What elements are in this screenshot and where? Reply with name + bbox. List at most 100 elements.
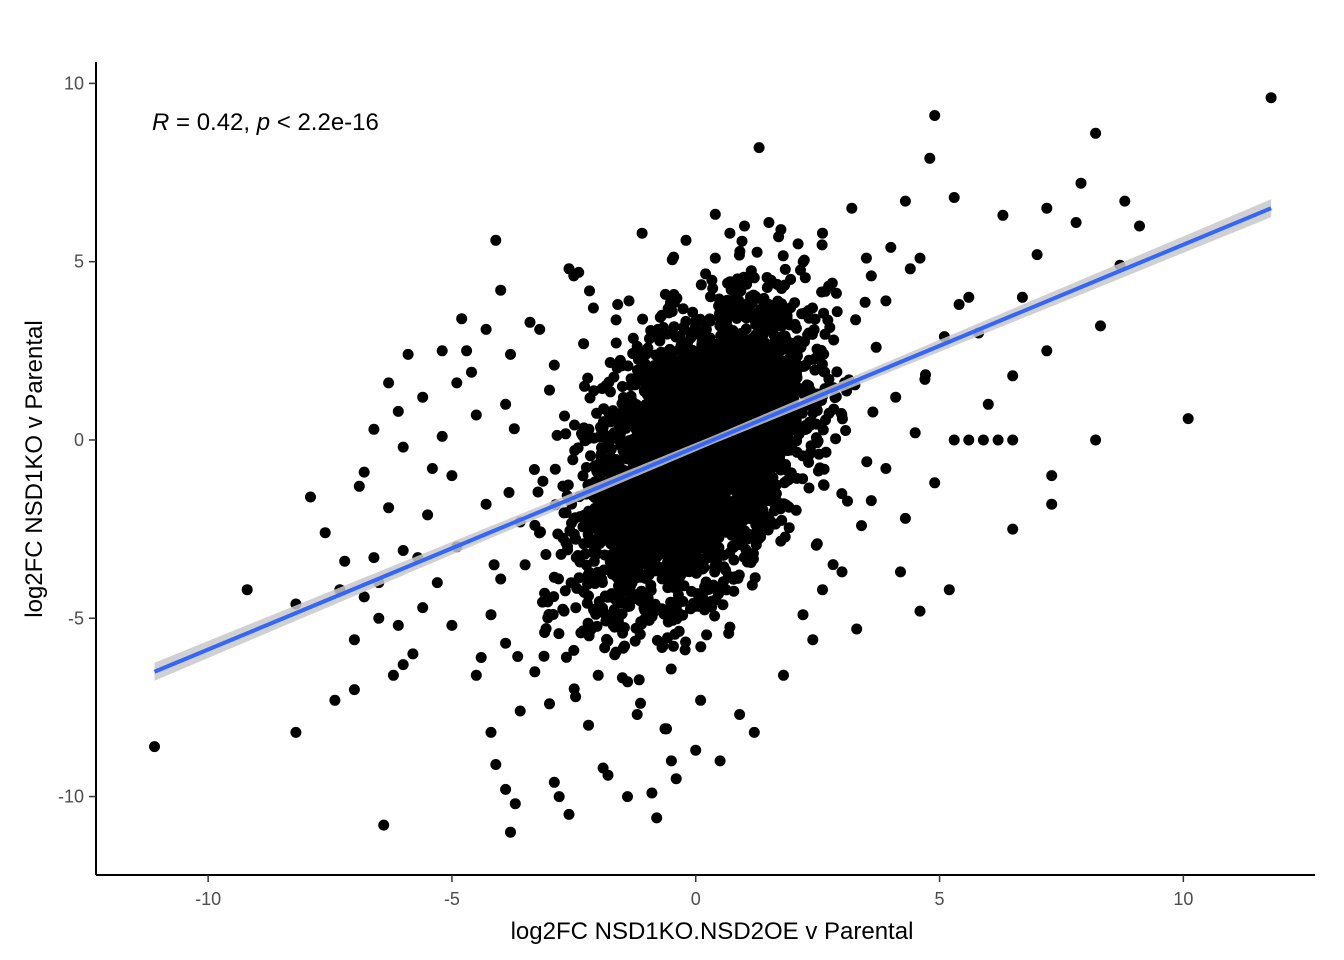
data-point (606, 568, 618, 580)
data-point (709, 610, 721, 622)
data-point (885, 241, 897, 253)
data-point (431, 577, 443, 589)
data-point (850, 314, 862, 326)
data-point (596, 383, 608, 394)
data-point (667, 614, 679, 626)
data-point (684, 346, 696, 358)
data-point (615, 482, 627, 494)
data-point (831, 366, 843, 378)
data-point (661, 723, 672, 735)
data-point (436, 345, 448, 357)
data-point (519, 559, 531, 571)
correlation-annotation: R = 0.42, p < 2.2e-16 (152, 109, 379, 136)
data-point (625, 530, 637, 542)
data-point (734, 245, 746, 257)
data-point (763, 299, 775, 310)
data-point (836, 409, 848, 421)
data-point (688, 479, 700, 491)
data-point (770, 479, 782, 491)
data-point (840, 425, 852, 436)
data-point (559, 585, 571, 597)
data-point (348, 684, 360, 696)
data-point (992, 434, 1004, 446)
data-point (861, 456, 873, 468)
data-point (1041, 345, 1053, 357)
data-point (490, 759, 502, 770)
data-point (649, 603, 661, 615)
data-point (674, 562, 686, 574)
data-point (623, 453, 635, 465)
data-point (551, 429, 563, 441)
data-point (378, 819, 390, 831)
data-point (612, 299, 624, 310)
data-point (604, 386, 616, 398)
data-point (596, 577, 608, 588)
data-point (678, 411, 690, 423)
data-point (851, 623, 863, 635)
data-point (630, 570, 642, 582)
regression-line (153, 206, 1272, 674)
data-point (662, 346, 674, 358)
data-point (512, 651, 524, 662)
data-point (751, 246, 763, 258)
data-point (731, 358, 743, 370)
data-point (724, 324, 736, 336)
data-point (735, 372, 747, 384)
data-point (680, 636, 692, 648)
data-point (529, 519, 541, 531)
data-point (540, 549, 552, 560)
data-point (741, 556, 753, 568)
data-point (686, 585, 697, 597)
data-point (633, 674, 645, 686)
data-point (524, 316, 536, 328)
data-point (690, 744, 702, 756)
data-point (699, 604, 711, 616)
data-point (480, 498, 492, 510)
data-point (728, 585, 740, 597)
data-point (803, 327, 815, 339)
data-point (593, 596, 605, 607)
data-point (632, 443, 644, 455)
data-point (761, 272, 773, 283)
data-point (662, 408, 674, 420)
data-point (757, 428, 769, 440)
x-tick-label: -10 (195, 889, 221, 909)
data-point (797, 256, 809, 268)
data-point (592, 669, 604, 681)
data-point (665, 518, 677, 530)
data-point (572, 550, 584, 561)
data-point (709, 451, 721, 463)
data-point (1016, 291, 1028, 303)
data-point (695, 641, 707, 653)
data-point (780, 499, 792, 511)
data-point (904, 263, 916, 275)
data-point (738, 459, 749, 471)
data-point (574, 511, 586, 523)
data-point (744, 485, 756, 496)
data-point (756, 342, 768, 354)
data-point (642, 546, 654, 558)
data-point (709, 252, 721, 264)
data-point (542, 612, 554, 624)
data-point (553, 791, 565, 803)
data-point (648, 409, 660, 421)
data-point (738, 473, 750, 485)
data-point (553, 573, 564, 585)
data-point (982, 398, 994, 410)
data-point (867, 406, 879, 418)
data-point (624, 600, 636, 612)
data-point (573, 266, 585, 278)
data-point (668, 494, 680, 506)
data-points (149, 92, 1277, 838)
data-point (637, 313, 649, 325)
data-point (687, 425, 698, 437)
data-point (660, 549, 672, 561)
data-point (528, 464, 540, 475)
data-point (948, 434, 960, 446)
x-tick-label: 10 (1173, 889, 1193, 909)
data-point (422, 509, 434, 521)
data-point (695, 422, 707, 434)
data-point (659, 288, 671, 300)
data-point (799, 307, 811, 319)
data-point (563, 263, 575, 275)
